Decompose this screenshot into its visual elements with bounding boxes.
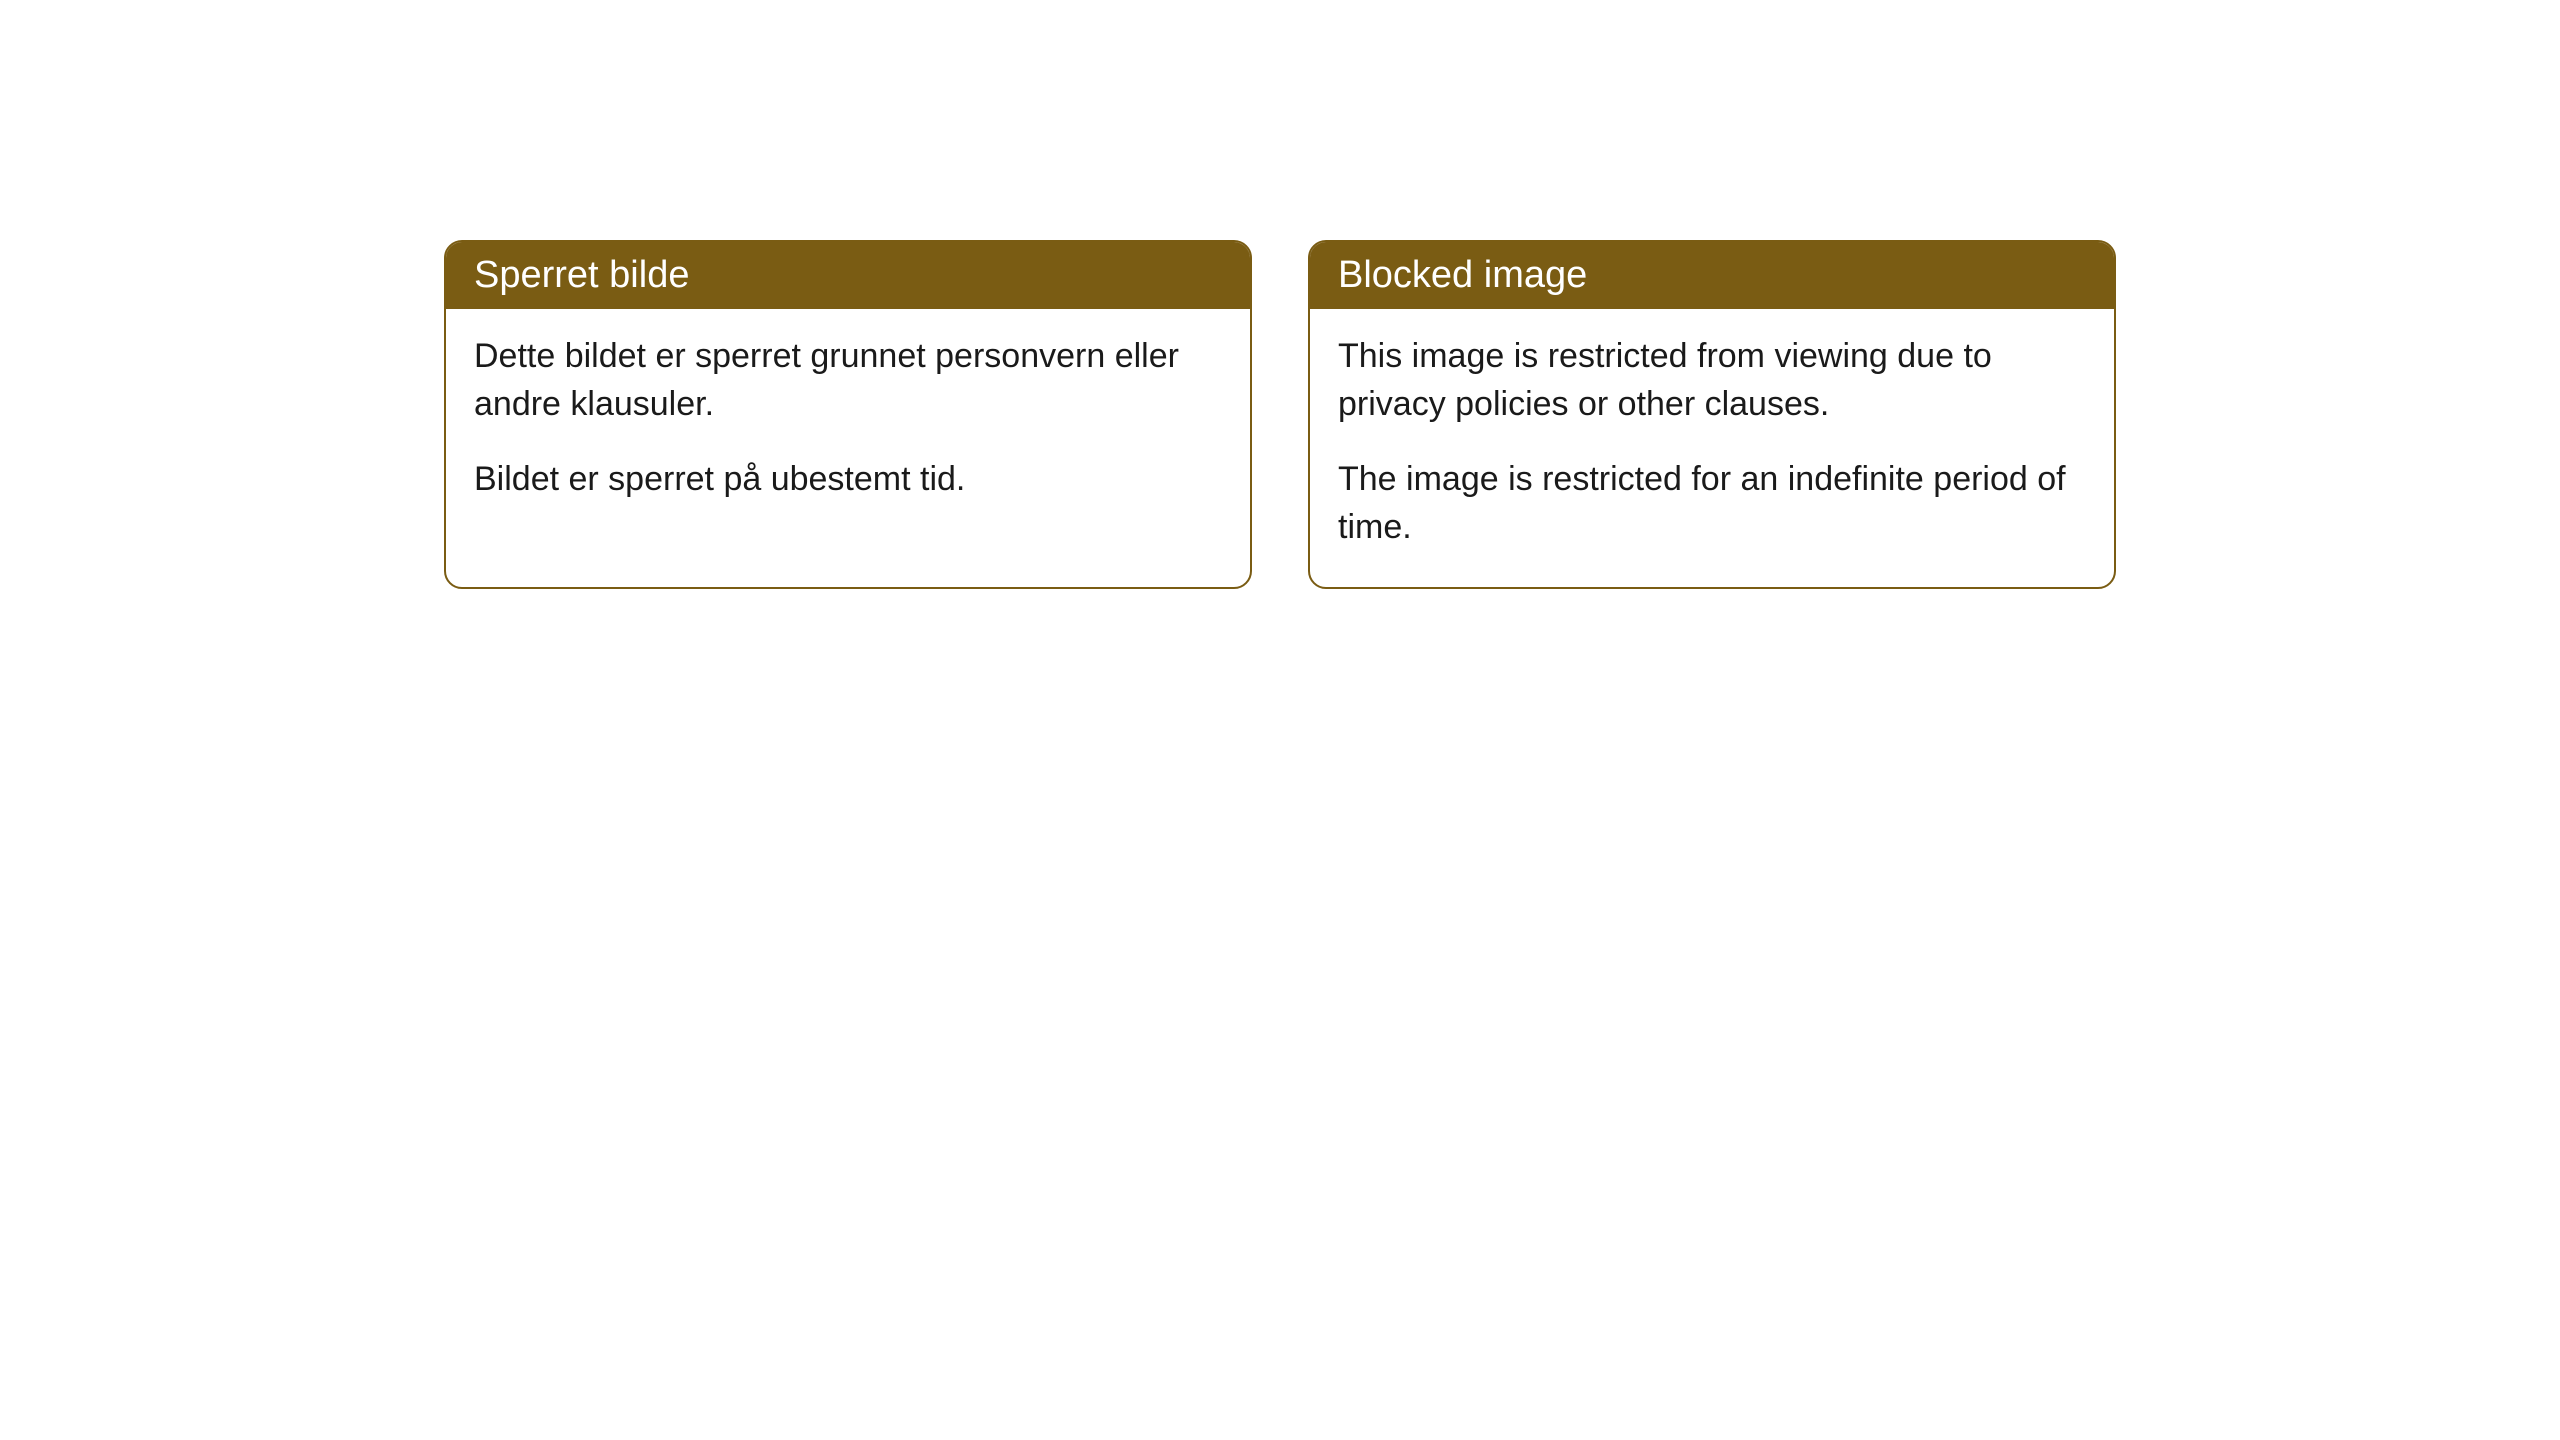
card-header-norwegian: Sperret bilde [446, 242, 1250, 309]
card-paragraph-2-english: The image is restricted for an indefinit… [1338, 456, 2086, 551]
card-paragraph-1-english: This image is restricted from viewing du… [1338, 333, 2086, 428]
card-english: Blocked image This image is restricted f… [1308, 240, 2116, 589]
cards-container: Sperret bilde Dette bildet er sperret gr… [0, 240, 2560, 589]
card-paragraph-1-norwegian: Dette bildet er sperret grunnet personve… [474, 333, 1222, 428]
card-paragraph-2-norwegian: Bildet er sperret på ubestemt tid. [474, 456, 1222, 504]
card-body-norwegian: Dette bildet er sperret grunnet personve… [446, 309, 1250, 540]
card-header-english: Blocked image [1310, 242, 2114, 309]
card-body-english: This image is restricted from viewing du… [1310, 309, 2114, 587]
card-norwegian: Sperret bilde Dette bildet er sperret gr… [444, 240, 1252, 589]
